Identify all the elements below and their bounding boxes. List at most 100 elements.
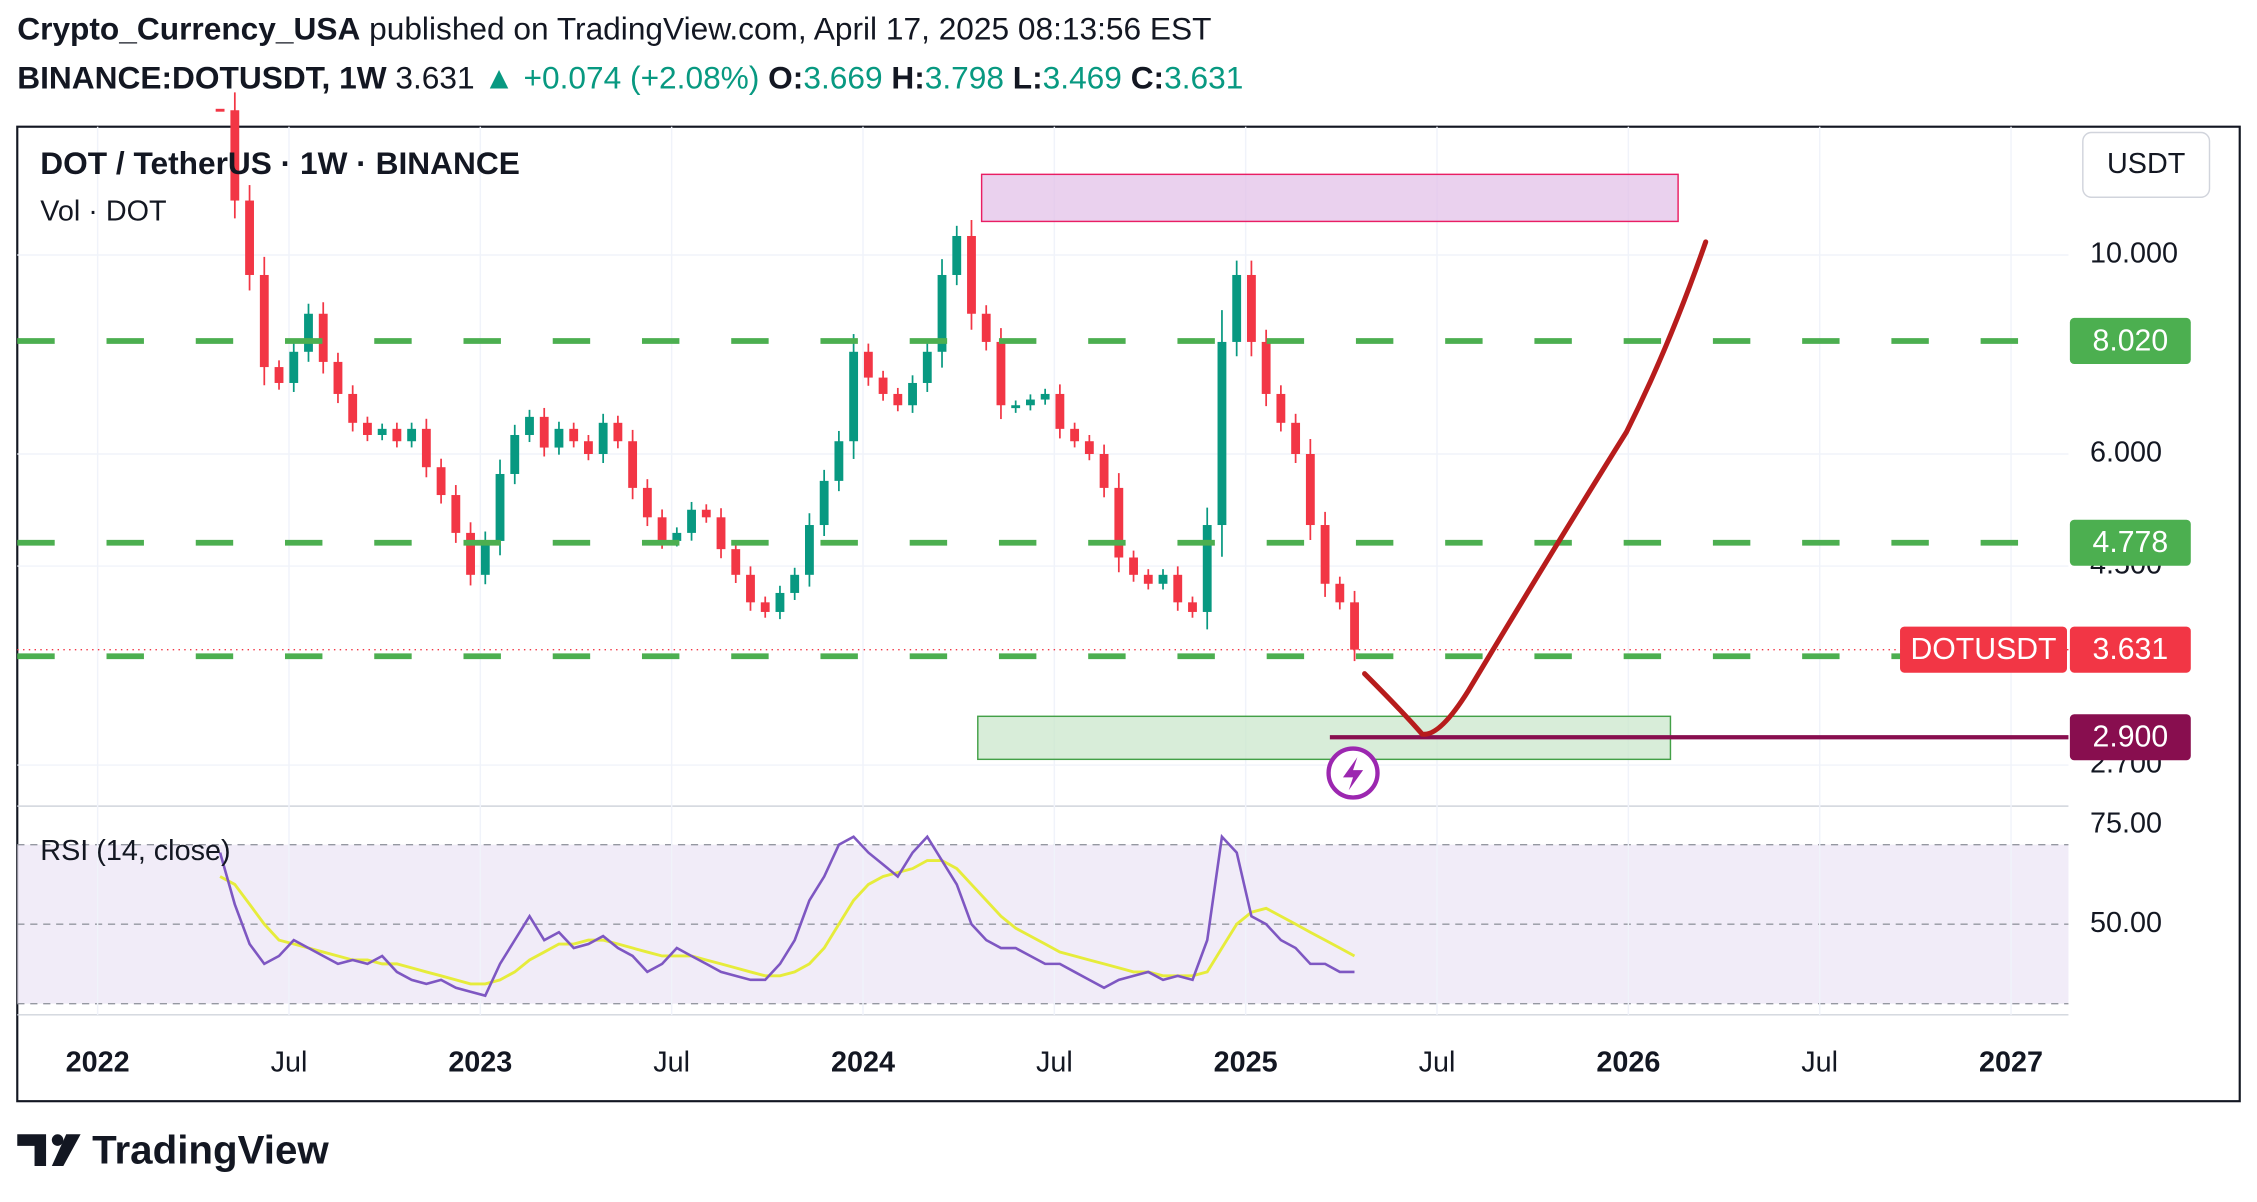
candle bbox=[1291, 422, 1301, 454]
candle bbox=[863, 351, 873, 378]
candle bbox=[1261, 341, 1271, 394]
y-tick-label: 10.000 bbox=[2090, 238, 2178, 270]
candle bbox=[613, 422, 623, 442]
candle bbox=[554, 428, 564, 448]
candle bbox=[716, 517, 726, 550]
publisher: Crypto_Currency_USA bbox=[17, 11, 360, 47]
change: ▲ +0.074 (+2.08%) bbox=[483, 60, 759, 96]
candle bbox=[1158, 574, 1168, 584]
candle bbox=[421, 428, 431, 468]
candle bbox=[510, 434, 520, 474]
x-tick-label: 2024 bbox=[831, 1046, 895, 1078]
level-label-box bbox=[2069, 519, 2191, 566]
candle bbox=[628, 441, 638, 488]
candle bbox=[893, 393, 903, 406]
candle bbox=[1040, 393, 1050, 400]
zone bbox=[980, 173, 1679, 223]
plot: 2022 Jul 2023 Jul 2024 Jul 2025 Jul 2026 Jul 2027 1… bbox=[17, 92, 2191, 1078]
candle bbox=[245, 200, 254, 275]
price: 3.631 bbox=[395, 60, 474, 96]
candle bbox=[1070, 428, 1080, 442]
ohlc-label: L: bbox=[1013, 60, 1043, 96]
x-tick-label: Jul bbox=[1036, 1046, 1073, 1078]
candle bbox=[790, 574, 800, 593]
y-tick-label: 6.000 bbox=[2090, 437, 2162, 469]
candle bbox=[363, 422, 372, 435]
candle bbox=[304, 313, 313, 352]
candle bbox=[1217, 341, 1227, 526]
candle bbox=[1173, 574, 1183, 603]
x-tick-label: 2025 bbox=[1214, 1046, 1278, 1078]
candle bbox=[642, 487, 652, 518]
candle bbox=[1084, 441, 1094, 454]
candle bbox=[392, 428, 402, 442]
x-tick-label: Jul bbox=[653, 1046, 690, 1078]
candle bbox=[1143, 574, 1153, 584]
candle bbox=[746, 574, 755, 603]
candle bbox=[348, 393, 358, 423]
candle bbox=[1011, 405, 1021, 409]
candle bbox=[1025, 399, 1035, 406]
candle bbox=[805, 525, 814, 575]
candle bbox=[584, 441, 593, 454]
price-value: 3.631 bbox=[2093, 633, 2169, 666]
level-label: 8.020 bbox=[2093, 324, 2169, 357]
projection-curve bbox=[1362, 239, 1709, 737]
candle bbox=[480, 540, 490, 575]
candle bbox=[672, 532, 682, 541]
level-label: 2.900 bbox=[2093, 721, 2169, 754]
published: published on TradingView.com, April 17, … bbox=[369, 11, 1211, 47]
logo-mark bbox=[17, 1134, 47, 1166]
candle bbox=[1276, 393, 1286, 423]
candle bbox=[230, 110, 240, 201]
candle bbox=[952, 235, 962, 275]
candle bbox=[1305, 453, 1315, 526]
candle bbox=[996, 341, 1006, 406]
level-label-box bbox=[2069, 317, 2191, 364]
candle bbox=[819, 480, 829, 526]
rsi-ma-line bbox=[219, 859, 1356, 986]
candle bbox=[967, 235, 976, 314]
candle bbox=[466, 532, 475, 575]
candle bbox=[1055, 393, 1065, 429]
chart-title: DOT / TetherUS · 1W · BINANCE bbox=[40, 145, 520, 181]
candle bbox=[775, 592, 785, 612]
candle bbox=[687, 509, 696, 533]
candle bbox=[1246, 274, 1256, 342]
ohlc-value: 3.669 bbox=[803, 60, 882, 96]
candle bbox=[377, 428, 387, 435]
candle bbox=[1202, 525, 1212, 612]
candle bbox=[451, 495, 461, 533]
candle bbox=[407, 428, 417, 442]
candle bbox=[436, 467, 446, 496]
rsi-line bbox=[218, 833, 1355, 998]
candle bbox=[1188, 602, 1197, 612]
candle bbox=[981, 313, 991, 342]
candle bbox=[333, 361, 343, 394]
candle bbox=[1099, 453, 1109, 488]
candle bbox=[318, 313, 328, 362]
ohlc-label: O: bbox=[768, 60, 803, 96]
candle bbox=[834, 441, 844, 481]
candle bbox=[525, 416, 534, 435]
rsi-title: RSI (14, close) bbox=[40, 835, 230, 867]
candle bbox=[274, 367, 284, 383]
unit-button[interactable] bbox=[2082, 131, 2211, 198]
logo-mark bbox=[51, 1134, 81, 1166]
ohlc-value: 3.469 bbox=[1043, 60, 1122, 96]
candle bbox=[1335, 583, 1345, 603]
symbol-line: BINANCE:DOTUSDT, 1W 3.631 ▲ +0.074 (+2.0… bbox=[17, 60, 1243, 96]
candle bbox=[1129, 557, 1138, 575]
x-tick-label: 2022 bbox=[66, 1046, 130, 1078]
candle bbox=[908, 382, 917, 406]
price-name-box bbox=[1900, 626, 2067, 673]
candle bbox=[849, 351, 859, 442]
unit-label: USDT bbox=[2107, 148, 2185, 180]
candle bbox=[731, 549, 741, 575]
ohlc-value: 3.631 bbox=[1164, 60, 1243, 96]
brand-logo bbox=[17, 1134, 81, 1166]
candle bbox=[1320, 525, 1330, 584]
level-label: 4.778 bbox=[2093, 526, 2169, 559]
x-tick-label: 2023 bbox=[448, 1046, 512, 1078]
rsi-tick-label: 75.00 bbox=[2090, 807, 2162, 839]
